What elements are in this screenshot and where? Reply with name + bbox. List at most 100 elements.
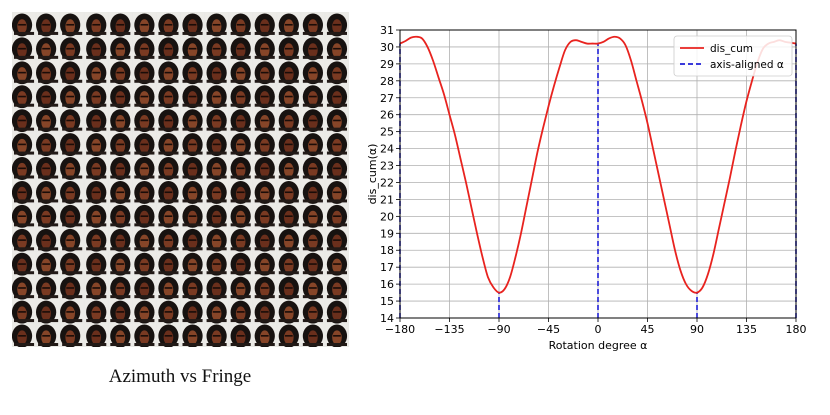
face-thumbnail xyxy=(181,275,205,300)
face-thumbnail xyxy=(181,12,205,37)
face-thumbnail xyxy=(132,323,156,348)
face-thumbnail xyxy=(301,132,325,157)
face-thumbnail xyxy=(181,299,205,324)
y-tick-label: 16 xyxy=(380,278,394,291)
face-thumbnail xyxy=(181,251,205,276)
face-thumbnail xyxy=(205,180,229,204)
face-thumbnail xyxy=(156,84,180,109)
face-thumbnail xyxy=(156,299,180,324)
face-thumbnail xyxy=(325,323,349,348)
face-thumbnail xyxy=(205,251,229,276)
face-thumbnail xyxy=(181,84,205,109)
face-thumbnail xyxy=(156,275,180,300)
y-tick-label: 29 xyxy=(380,58,394,71)
face-thumbnail xyxy=(181,180,205,204)
face-thumbnail xyxy=(11,227,36,252)
y-tick-label: 26 xyxy=(380,109,394,122)
face-thumbnail xyxy=(132,180,156,204)
image-grid xyxy=(11,12,349,348)
y-tick-label: 22 xyxy=(380,176,394,189)
y-tick-label: 25 xyxy=(380,126,394,139)
face-thumbnail xyxy=(277,84,301,109)
x-tick-label: 135 xyxy=(736,323,757,336)
face-thumbnail xyxy=(205,299,229,324)
face-thumbnail xyxy=(205,36,229,61)
line-chart: −180 −135 −90 −45 0 45 90 135 180 14 15 16 17 18 19 20 2… xyxy=(366,24,807,352)
face-thumbnail xyxy=(205,132,229,157)
face-thumbnail xyxy=(277,227,301,252)
face-thumbnail xyxy=(60,323,84,348)
face-thumbnail xyxy=(11,108,36,133)
face-thumbnail xyxy=(108,323,132,348)
face-thumbnail xyxy=(229,108,253,133)
y-axis-label: dis_cum(α) xyxy=(366,144,379,205)
face-thumbnail xyxy=(60,36,84,61)
face-thumbnail xyxy=(325,60,349,85)
face-thumbnail xyxy=(132,275,156,300)
face-thumbnail xyxy=(253,251,277,276)
face-thumbnail xyxy=(11,132,36,157)
x-axis-label: Rotation degree α xyxy=(549,339,648,352)
face-thumbnail xyxy=(132,84,156,109)
x-tick-label: 180 xyxy=(786,323,807,336)
face-thumbnail xyxy=(325,132,349,157)
face-thumbnail xyxy=(108,60,132,85)
face-thumbnail xyxy=(277,60,301,85)
face-thumbnail xyxy=(84,275,108,300)
face-thumbnail xyxy=(132,299,156,324)
legend-label: dis_cum xyxy=(710,43,753,55)
face-thumbnail xyxy=(325,180,349,204)
x-tick-label: 90 xyxy=(690,323,704,336)
face-thumbnail xyxy=(108,12,132,37)
face-thumbnail xyxy=(60,132,84,157)
face-thumbnail xyxy=(132,132,156,157)
face-thumbnail xyxy=(108,132,132,157)
x-tick-label: 45 xyxy=(641,323,655,336)
face-thumbnail xyxy=(181,156,205,181)
face-thumbnail xyxy=(277,180,301,204)
y-tick-label: 27 xyxy=(380,92,394,105)
face-thumbnail xyxy=(60,60,84,85)
face-thumbnail xyxy=(60,12,84,37)
face-thumbnail xyxy=(181,108,205,133)
y-tick-label: 15 xyxy=(380,295,394,308)
face-thumbnail xyxy=(132,203,156,228)
y-tick-label: 30 xyxy=(380,41,394,54)
face-thumbnail xyxy=(301,180,325,204)
face-thumbnail xyxy=(253,203,277,228)
face-thumbnail xyxy=(35,132,60,157)
face-thumbnail xyxy=(253,84,277,109)
face-thumbnail xyxy=(253,36,277,61)
face-thumbnail xyxy=(84,323,108,348)
face-thumbnail xyxy=(205,203,229,228)
x-tick-label: 0 xyxy=(595,323,602,336)
face-thumbnail xyxy=(156,36,180,61)
face-thumbnail xyxy=(132,251,156,276)
face-thumbnail xyxy=(84,203,108,228)
face-thumbnail xyxy=(253,299,277,324)
face-thumbnail xyxy=(181,323,205,348)
face-thumbnail xyxy=(84,156,108,181)
face-thumbnail xyxy=(11,84,36,109)
face-thumbnail xyxy=(108,108,132,133)
face-thumbnail xyxy=(277,108,301,133)
face-thumbnail xyxy=(35,180,60,204)
face-thumbnail xyxy=(35,12,60,37)
y-tick-label: 18 xyxy=(380,244,394,257)
face-thumbnail xyxy=(181,132,205,157)
chart-ticks: −180 −135 −90 −45 0 45 90 135 180 14 15 16 17 18 19 20 2… xyxy=(380,24,807,336)
face-thumbnail xyxy=(108,156,132,181)
face-thumbnail xyxy=(229,203,253,228)
face-thumbnail xyxy=(35,84,60,109)
face-thumbnail xyxy=(253,132,277,157)
face-thumbnail xyxy=(35,251,60,276)
face-thumbnail xyxy=(11,36,36,61)
face-thumbnail xyxy=(325,84,349,109)
y-tick-label: 24 xyxy=(380,143,394,156)
face-thumbnail xyxy=(229,132,253,157)
face-thumbnail xyxy=(156,108,180,133)
y-tick-label: 19 xyxy=(380,227,394,240)
face-thumbnail xyxy=(60,180,84,204)
face-thumbnail xyxy=(132,108,156,133)
face-thumbnail xyxy=(205,156,229,181)
